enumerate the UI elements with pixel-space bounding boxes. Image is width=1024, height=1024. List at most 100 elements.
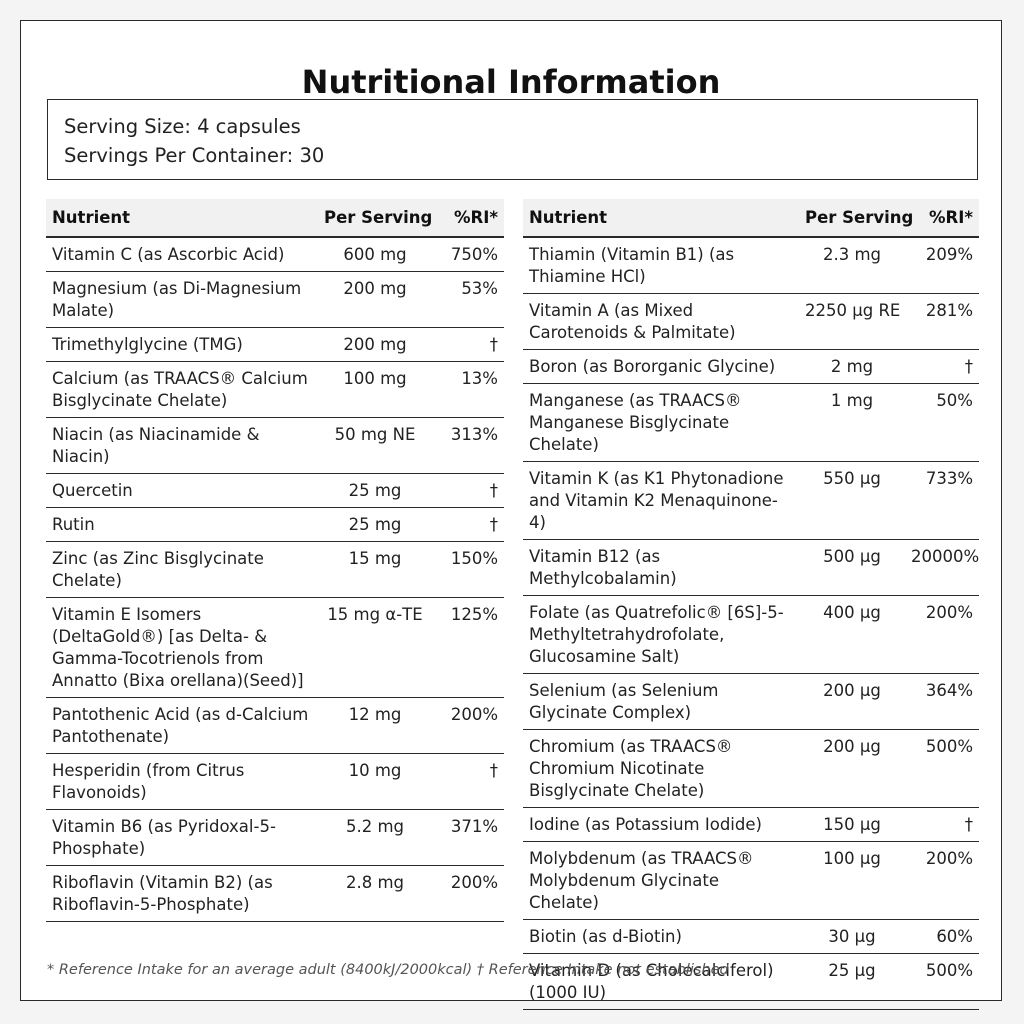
- servings-per-container: Servings Per Container: 30: [64, 144, 325, 167]
- nutrient-name: Zinc (as Zinc Bisglycinate Chelate): [46, 541, 318, 598]
- footnote: * Reference Intake for an average adult …: [47, 962, 729, 978]
- per-serving-value: 50 mg NE: [318, 417, 432, 474]
- table-header-row: Nutrient Per Serving %RI*: [523, 199, 979, 238]
- table-row: Hesperidin (from Citrus Flavonoids) 10 mg…: [46, 753, 504, 810]
- table-row: Vitamin C (as Ascorbic Acid) 600 mg 750%: [46, 237, 504, 272]
- per-serving-value: 12 mg: [318, 697, 432, 754]
- nutrient-name: Trimethylglycine (TMG): [46, 327, 318, 362]
- nutrient-name: Iodine (as Potassium Iodide): [523, 807, 799, 842]
- nutrient-name: Magnesium (as Di-Magnesium Malate): [46, 271, 318, 328]
- table-row: Pantothenic Acid (as d-Calcium Pantothen…: [46, 697, 504, 754]
- ri-value: †: [432, 507, 504, 542]
- per-serving-value: 600 mg: [318, 237, 432, 272]
- nutrient-name: Boron (as Bororganic Glycine): [523, 349, 799, 384]
- nutrient-rows-left: Vitamin C (as Ascorbic Acid) 600 mg 750% Ma…: [46, 237, 504, 922]
- ri-value: †: [432, 753, 504, 810]
- nutrient-name: Biotin (as d-Biotin): [523, 919, 799, 954]
- nutrient-name: Vitamin B6 (as Pyridoxal-5-Phosphate): [46, 809, 318, 866]
- per-serving-value: 200 µg: [799, 729, 905, 808]
- ri-value: 364%: [905, 673, 979, 730]
- table-row: Chromium (as TRAACS® Chromium Nicotinate…: [523, 729, 979, 808]
- ri-value: 371%: [432, 809, 504, 866]
- ri-value: 750%: [432, 237, 504, 272]
- ri-value: †: [432, 327, 504, 362]
- nutrient-name: Quercetin: [46, 473, 318, 508]
- table-row: Calcium (as TRAACS® Calcium Bisglycinate…: [46, 361, 504, 418]
- nutrient-name: Chromium (as TRAACS® Chromium Nicotinate…: [523, 729, 799, 808]
- ri-value: †: [432, 473, 504, 508]
- table-row: Iodine (as Potassium Iodide) 150 µg †: [523, 807, 979, 842]
- per-serving-value: 5.2 mg: [318, 809, 432, 866]
- table-row: Folate (as Quatrefolic® [6S]-5-Methyltet…: [523, 595, 979, 674]
- ri-value: 200%: [905, 595, 979, 674]
- ri-value: 200%: [432, 697, 504, 754]
- serving-info-box: Serving Size: 4 capsules Servings Per Co…: [47, 99, 978, 180]
- nutrient-name: Manganese (as TRAACS® Manganese Bisglyci…: [523, 383, 799, 462]
- per-serving-value: 2.3 mg: [799, 237, 905, 294]
- table-row: Vitamin K (as K1 Phytonadione and Vitami…: [523, 461, 979, 540]
- nutrient-name: Vitamin K (as K1 Phytonadione and Vitami…: [523, 461, 799, 540]
- per-serving-value: 100 µg: [799, 841, 905, 920]
- nutrient-name: Vitamin A (as Mixed Carotenoids & Palmit…: [523, 293, 799, 350]
- header-per-serving: Per Serving: [799, 199, 913, 238]
- ri-value: 313%: [432, 417, 504, 474]
- nutrient-name: Vitamin C (as Ascorbic Acid): [46, 237, 318, 272]
- table-row: Molybdenum (as TRAACS® Molybdenum Glycin…: [523, 841, 979, 920]
- table-row: Boron (as Bororganic Glycine) 2 mg †: [523, 349, 979, 384]
- header-per-serving: Per Serving: [318, 199, 432, 238]
- table-row: Vitamin B12 (as Methylcobalamin) 500 µg 20…: [523, 539, 979, 596]
- table-row: Biotin (as d-Biotin) 30 µg 60%: [523, 919, 979, 954]
- per-serving-value: 15 mg α-TE: [318, 597, 432, 698]
- table-row: Selenium (as Selenium Glycinate Complex)…: [523, 673, 979, 730]
- table-row: Vitamin A (as Mixed Carotenoids & Palmit…: [523, 293, 979, 350]
- per-serving-value: 2.8 mg: [318, 865, 432, 922]
- per-serving-value: 400 µg: [799, 595, 905, 674]
- nutrient-name: Folate (as Quatrefolic® [6S]-5-Methyltet…: [523, 595, 799, 674]
- table-row: Riboflavin (Vitamin B2) (as Riboflavin-5…: [46, 865, 504, 922]
- ri-value: 53%: [432, 271, 504, 328]
- ri-value: 50%: [905, 383, 979, 462]
- nutrient-name: Pantothenic Acid (as d-Calcium Pantothen…: [46, 697, 318, 754]
- nutrient-name: Vitamin B12 (as Methylcobalamin): [523, 539, 799, 596]
- table-header-row: Nutrient Per Serving %RI*: [46, 199, 504, 238]
- nutrition-panel: Nutritional Information Serving Size: 4 …: [20, 20, 1002, 1010]
- table-row: Thiamin (Vitamin B1) (as Thiamine HCl) 2.…: [523, 237, 979, 294]
- ri-value: 733%: [905, 461, 979, 540]
- ri-value: 209%: [905, 237, 979, 294]
- table-row: Rutin 25 mg †: [46, 507, 504, 542]
- nutrient-name: Vitamin E Isomers (DeltaGold®) [as Delta…: [46, 597, 318, 698]
- nutrient-name: Calcium (as TRAACS® Calcium Bisglycinate…: [46, 361, 318, 418]
- nutrient-name: Hesperidin (from Citrus Flavonoids): [46, 753, 318, 810]
- ri-value: 60%: [905, 919, 979, 954]
- nutrient-name: Selenium (as Selenium Glycinate Complex): [523, 673, 799, 730]
- nutrient-name: Rutin: [46, 507, 318, 542]
- header-nutrient: Nutrient: [523, 199, 799, 238]
- ri-value: 150%: [432, 541, 504, 598]
- per-serving-value: 25 mg: [318, 507, 432, 542]
- table-row: Manganese (as TRAACS® Manganese Bisglyci…: [523, 383, 979, 462]
- header-nutrient: Nutrient: [46, 199, 318, 238]
- per-serving-value: 2250 µg RE: [799, 293, 905, 350]
- header-ri: %RI*: [432, 199, 504, 238]
- nutrient-name: Riboflavin (Vitamin B2) (as Riboflavin-5…: [46, 865, 318, 922]
- per-serving-value: 25 µg: [799, 953, 905, 1010]
- nutrient-name: Molybdenum (as TRAACS® Molybdenum Glycin…: [523, 841, 799, 920]
- table-row: Magnesium (as Di-Magnesium Malate) 200 mg…: [46, 271, 504, 328]
- ri-value: 500%: [905, 729, 979, 808]
- serving-size: Serving Size: 4 capsules: [64, 115, 301, 138]
- table-row: Quercetin 25 mg †: [46, 473, 504, 508]
- ri-value: 200%: [905, 841, 979, 920]
- ri-value: †: [905, 807, 979, 842]
- nutrient-rows-right: Thiamin (Vitamin B1) (as Thiamine HCl) 2.…: [523, 237, 979, 1010]
- table-row: Niacin (as Niacinamide & Niacin) 50 mg NE…: [46, 417, 504, 474]
- ri-value: 281%: [905, 293, 979, 350]
- table-row: Vitamin E Isomers (DeltaGold®) [as Delta…: [46, 597, 504, 698]
- table-row: Trimethylglycine (TMG) 200 mg †: [46, 327, 504, 362]
- nutrient-name: Niacin (as Niacinamide & Niacin): [46, 417, 318, 474]
- ri-value: 200%: [432, 865, 504, 922]
- ri-value: 500%: [905, 953, 979, 1010]
- table-row: Vitamin D (as Cholecalciferol) (1000 IU)…: [523, 953, 979, 1010]
- per-serving-value: 150 µg: [799, 807, 905, 842]
- nutrient-table-left: Nutrient Per Serving %RI* Vitamin C (as …: [46, 199, 504, 922]
- per-serving-value: 30 µg: [799, 919, 905, 954]
